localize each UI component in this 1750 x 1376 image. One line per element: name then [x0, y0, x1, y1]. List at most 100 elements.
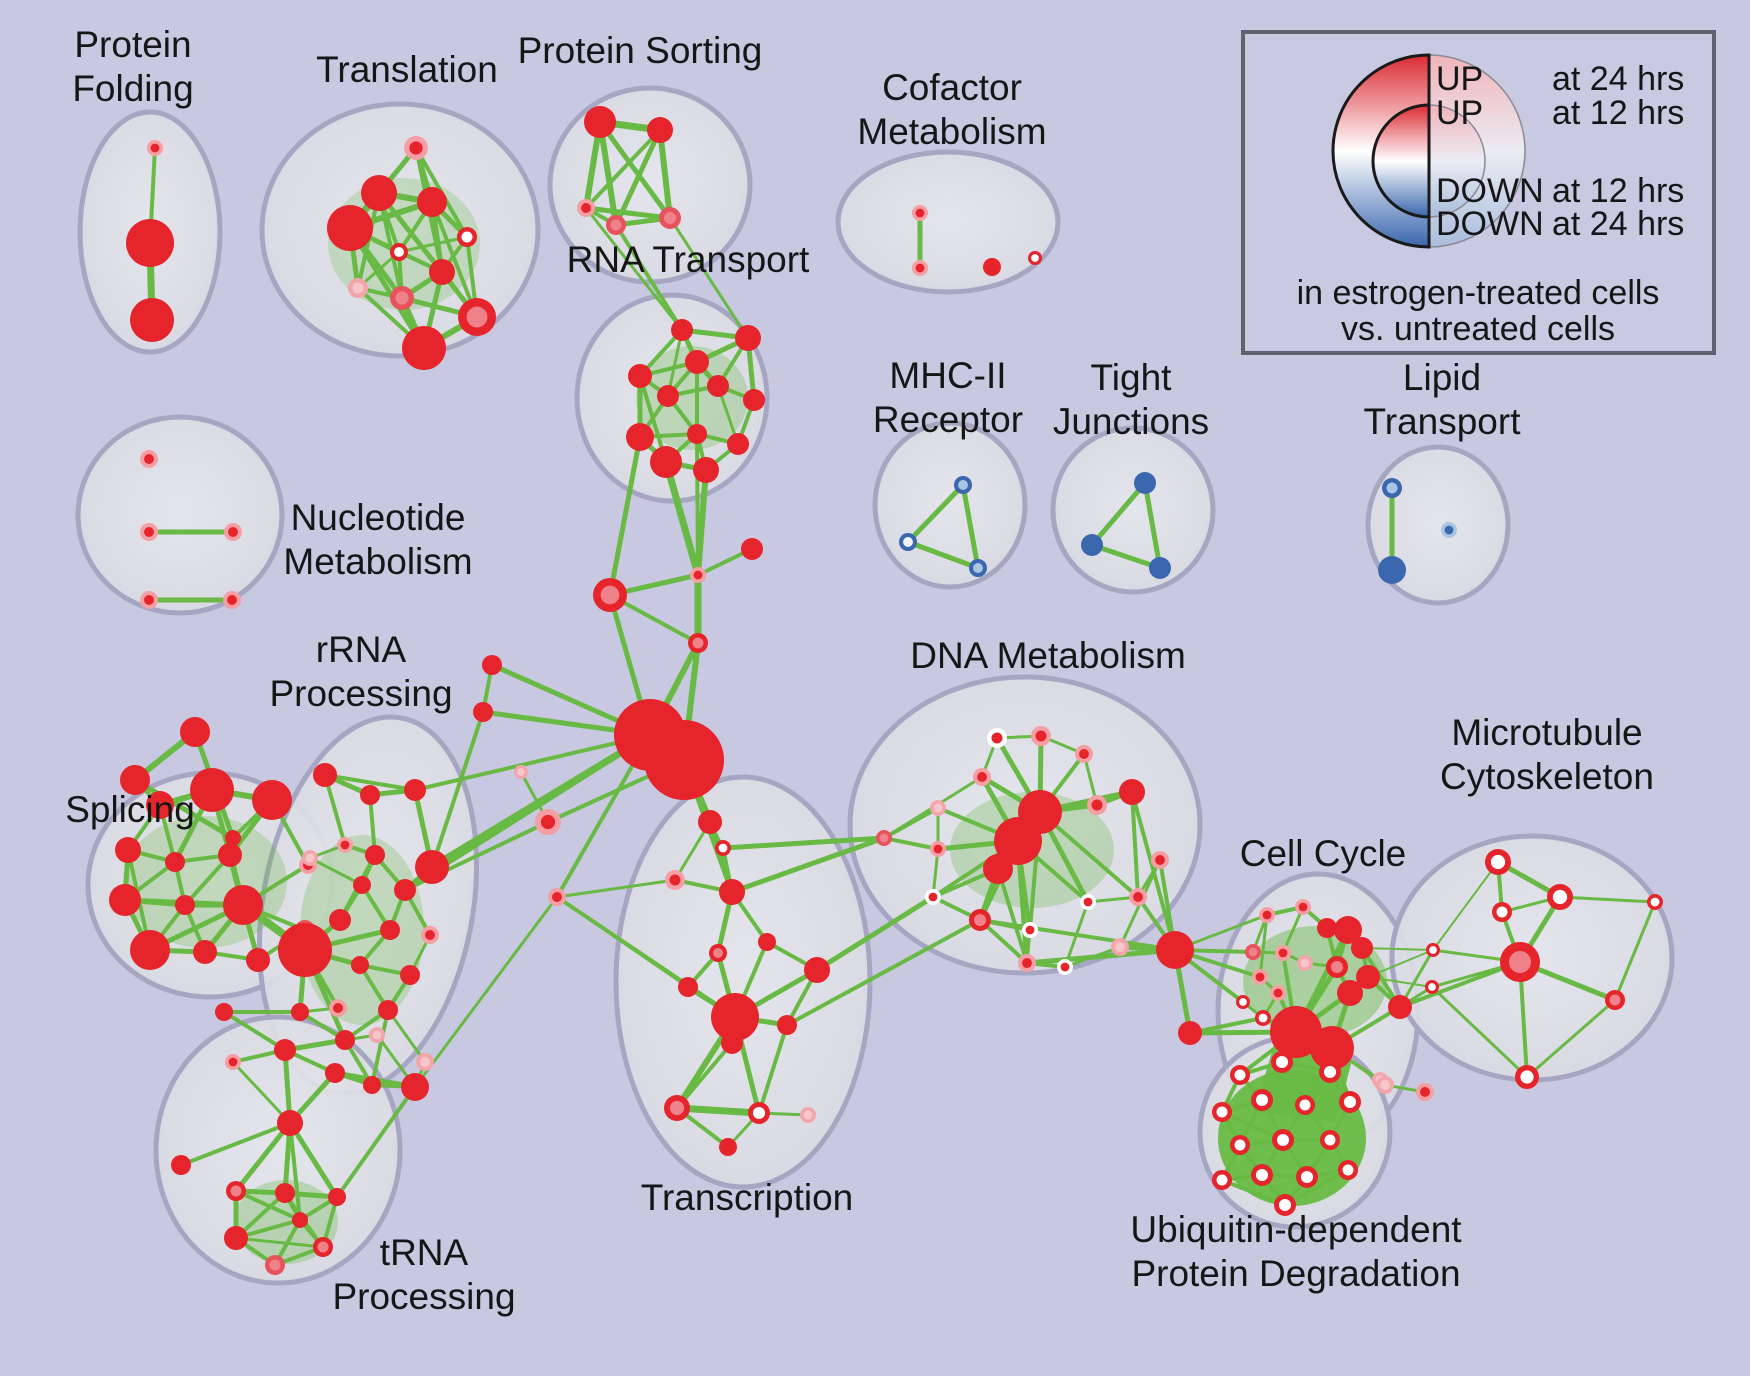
- gene-node-core: [903, 537, 913, 547]
- gene-node-core: [1343, 1095, 1357, 1109]
- interaction-edge: [1089, 480, 1148, 548]
- interaction-edge: [720, 835, 887, 851]
- interaction-edge: [222, 1010, 287, 1052]
- gene-node-core: [1234, 1069, 1246, 1081]
- gene-node: [707, 375, 729, 397]
- interaction-edge: [132, 777, 236, 841]
- gene-node: [130, 930, 170, 970]
- interaction-edge: [370, 1008, 390, 1087]
- interaction-edge: [1558, 895, 1657, 904]
- interaction-edge: [757, 1023, 789, 1115]
- gene-node-core: [669, 1100, 685, 1116]
- cluster-label-ubiquitin-degradation: Ubiquitin-dependent: [1130, 1209, 1462, 1250]
- gene-node-core: [1490, 854, 1506, 870]
- cluster-label-microtubule-cytoskeleton: Microtubule: [1451, 712, 1642, 753]
- cluster-label-rna-transport: RNA Transport: [567, 239, 810, 280]
- gene-node: [171, 1155, 191, 1175]
- gene-node: [313, 763, 337, 787]
- cluster-label-tight-junctions: Junctions: [1053, 401, 1209, 442]
- gene-node-core: [915, 263, 925, 273]
- gene-node-core: [1079, 749, 1089, 759]
- legend-time-up-12: at 12 hrs: [1552, 94, 1684, 132]
- gene-node: [1317, 918, 1337, 938]
- interaction-edge: [323, 773, 347, 847]
- interaction-edge: [960, 482, 981, 571]
- legend-caption-line2: vs. untreated cells: [1341, 310, 1615, 348]
- interaction-edge: [308, 856, 364, 887]
- gene-node-core: [144, 527, 154, 537]
- interaction-edge: [555, 878, 677, 899]
- interaction-edge: [386, 1008, 427, 1064]
- interaction-edge: [234, 1236, 325, 1249]
- cluster-label-rrna-processing: rRNA: [316, 629, 407, 670]
- gene-node-core: [1278, 1198, 1292, 1212]
- cluster-label-nucleotide-metabolism: Nucleotide: [291, 497, 466, 538]
- gene-node: [277, 1110, 303, 1136]
- interaction-edge: [1398, 960, 1522, 1009]
- gene-node: [360, 785, 380, 805]
- gene-node-core: [1022, 958, 1032, 968]
- gene-node-core: [1386, 482, 1398, 494]
- gene-node-core: [1300, 1170, 1314, 1184]
- interaction-edge: [1024, 947, 1178, 966]
- interaction-edge: [931, 847, 940, 899]
- gene-node: [180, 717, 210, 747]
- cluster-label-dna-metabolism: DNA Metabolism: [910, 635, 1186, 676]
- gene-node: [351, 956, 369, 974]
- gene-node-core: [425, 930, 435, 940]
- interaction-edge: [673, 1104, 763, 1117]
- gene-node-core: [1300, 958, 1310, 968]
- legend-ring-inner-right: [1428, 104, 1486, 218]
- cluster-label-protein-sorting: Protein Sorting: [518, 30, 763, 71]
- interaction-edge: [368, 793, 377, 857]
- gene-node-core: [227, 595, 237, 605]
- gene-node: [380, 920, 400, 940]
- interaction-edge: [1258, 913, 1269, 979]
- gene-node-core: [317, 1241, 329, 1253]
- gene-node-core: [1428, 983, 1436, 991]
- gene-node: [743, 389, 765, 411]
- gene-node-core: [1278, 948, 1288, 958]
- gene-node-core: [352, 282, 364, 294]
- gene-node-core: [517, 768, 525, 776]
- legend-ring-inner-left: [1371, 103, 1431, 219]
- gene-node: [657, 385, 679, 407]
- gene-node-core: [409, 141, 423, 155]
- interaction-edge: [1089, 542, 1163, 571]
- gene-node: [215, 1003, 233, 1021]
- gene-node-core: [540, 814, 556, 830]
- gene-node: [678, 977, 698, 997]
- gene-node-core: [581, 203, 591, 213]
- gene-node-core: [1060, 962, 1070, 972]
- gene-node-core: [461, 231, 473, 243]
- legend: UP UP DOWN DOWN at 24 hrs at 12 hrs at 1…: [1241, 30, 1716, 355]
- cluster-label-tight-junctions: Tight: [1091, 357, 1173, 398]
- gene-node-core: [1380, 1080, 1390, 1090]
- interaction-edge: [233, 1120, 293, 1194]
- gene-node-core: [395, 291, 409, 305]
- gene-node: [274, 1039, 296, 1061]
- interaction-edge: [347, 225, 427, 351]
- interaction-edge: [675, 1041, 734, 1110]
- gene-node: [252, 780, 292, 820]
- gene-node-core: [610, 219, 622, 231]
- gene-node: [120, 765, 150, 795]
- gene-node-core: [420, 1057, 430, 1067]
- gene-node: [404, 779, 426, 801]
- gene-node: [719, 1138, 737, 1156]
- interaction-edge: [1220, 1178, 1287, 1207]
- cluster-label-rrna-processing: Processing: [269, 673, 452, 714]
- gene-node: [190, 768, 234, 812]
- gene-node-core: [1273, 988, 1283, 998]
- gene-node: [115, 837, 141, 863]
- gene-node: [1178, 1021, 1202, 1045]
- legend-state-up-24: UP: [1436, 60, 1483, 98]
- gene-node-core: [1035, 730, 1047, 742]
- interaction-edge: [584, 206, 684, 332]
- gene-node-core: [1444, 525, 1454, 535]
- gene-node: [325, 1063, 345, 1083]
- gene-node-core: [1255, 972, 1265, 982]
- cluster-label-cofactor-metabolism: Metabolism: [857, 111, 1046, 152]
- gene-node: [482, 655, 502, 675]
- gene-node-core: [1496, 906, 1508, 918]
